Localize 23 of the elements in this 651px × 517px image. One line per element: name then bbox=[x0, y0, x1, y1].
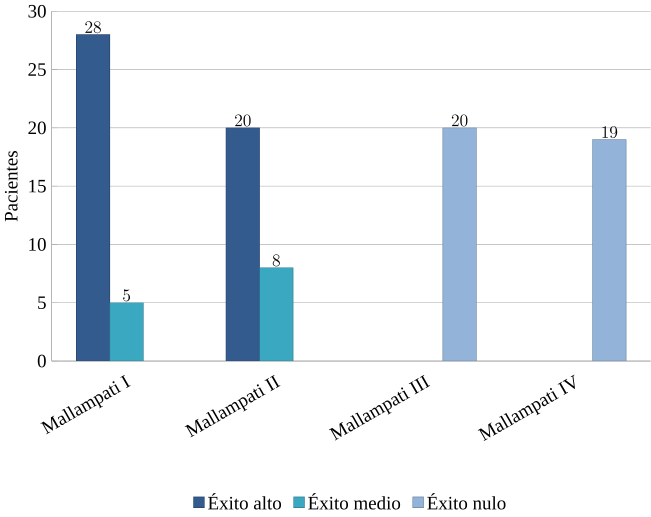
bar bbox=[442, 127, 477, 361]
data-label: 8 bbox=[272, 254, 280, 266]
y-tick-label: 5 bbox=[38, 296, 46, 309]
y-tick-label: 25 bbox=[28, 63, 46, 76]
bar bbox=[76, 34, 110, 361]
y-tick-label: 0 bbox=[38, 354, 46, 368]
bar bbox=[110, 302, 144, 361]
legend-label: Éxito alto bbox=[208, 492, 282, 510]
y-tick-label: 20 bbox=[28, 121, 46, 134]
data-label: 28 bbox=[85, 21, 101, 34]
bar bbox=[592, 139, 626, 361]
y-axis-title: Pacientes bbox=[4, 150, 18, 222]
y-tick-label: 15 bbox=[29, 180, 46, 192]
data-label: 19 bbox=[602, 126, 618, 138]
bar bbox=[259, 267, 294, 361]
y-tick-label: 10 bbox=[29, 238, 46, 251]
legend-label: Éxito medio bbox=[308, 492, 400, 510]
legend-label: Éxito nulo bbox=[427, 492, 506, 510]
data-label: 5 bbox=[123, 289, 130, 302]
y-tick-label: 30 bbox=[28, 4, 46, 18]
data-label: 20 bbox=[452, 114, 468, 126]
bar bbox=[226, 127, 260, 361]
data-label: 20 bbox=[235, 114, 251, 126]
